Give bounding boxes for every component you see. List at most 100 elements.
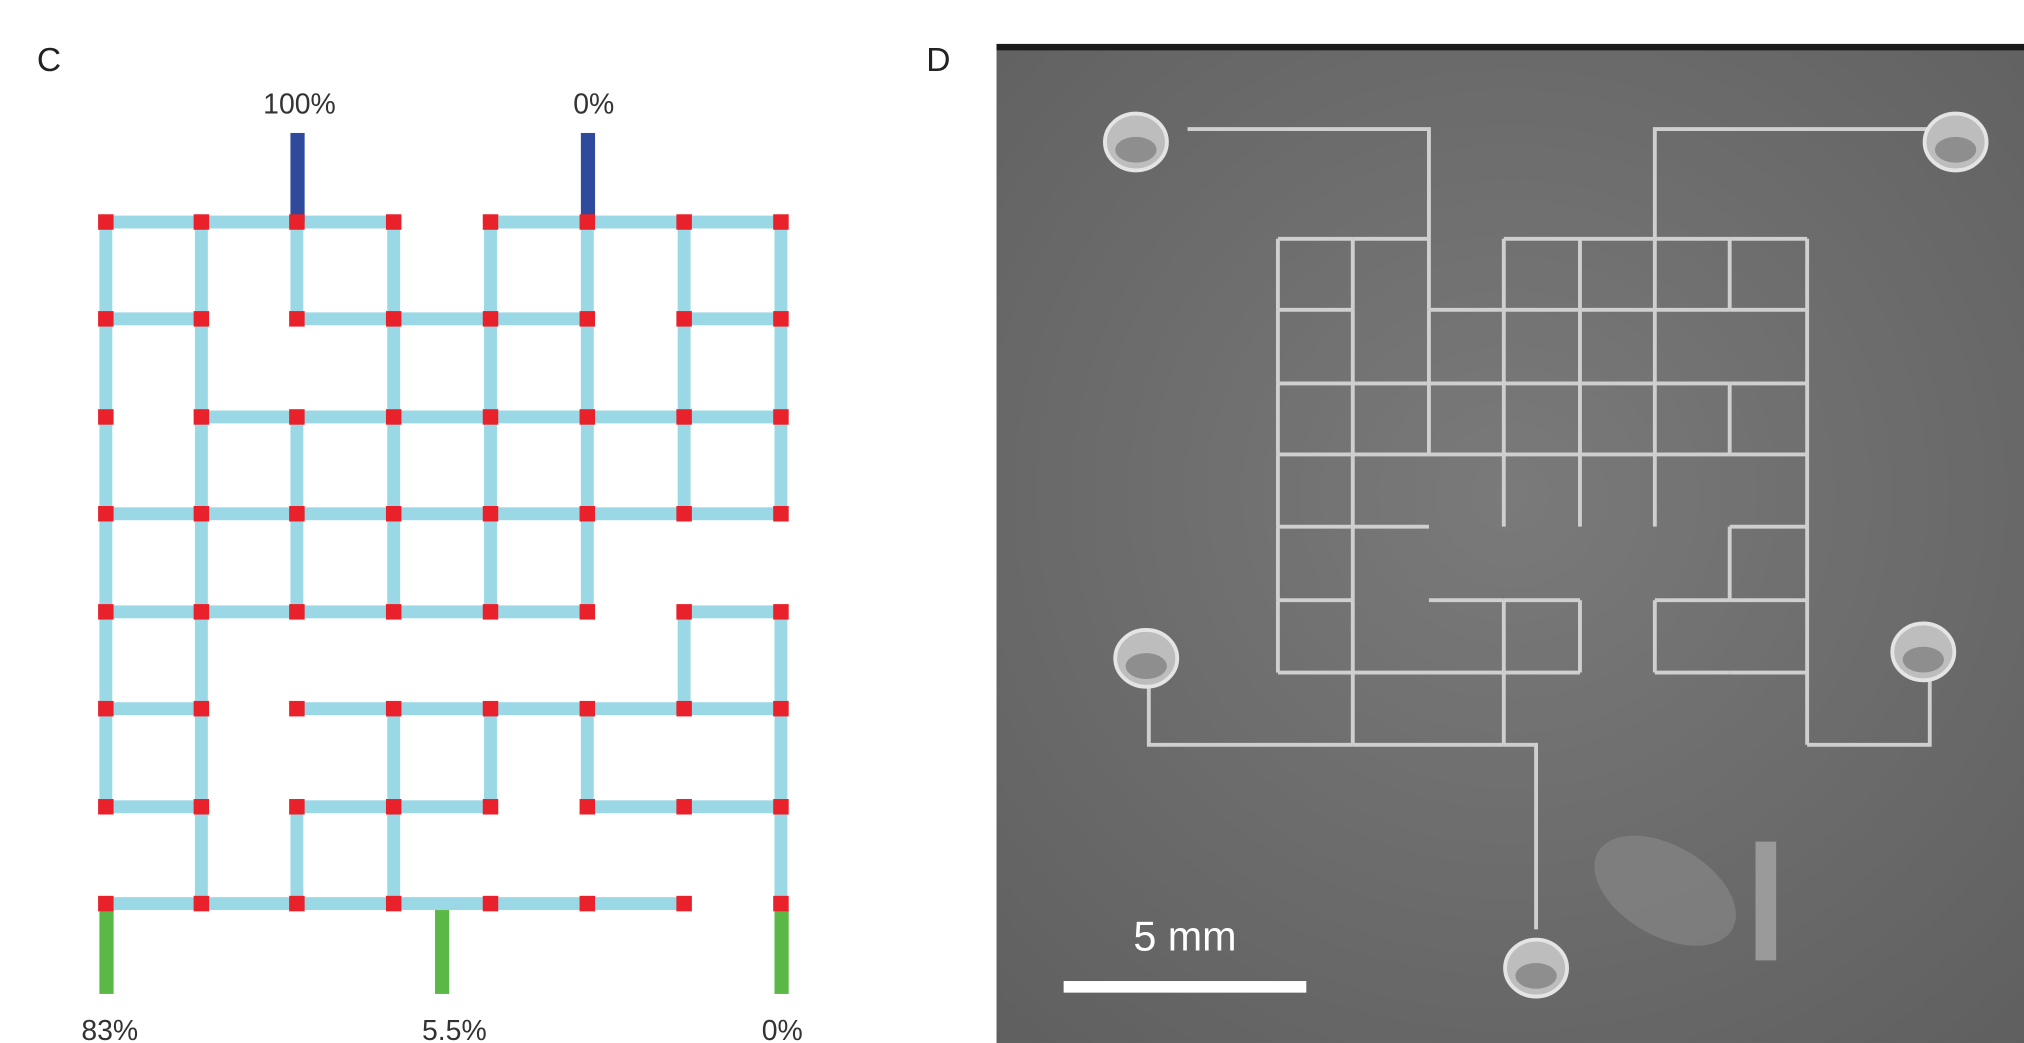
channel	[297, 507, 394, 520]
reservoir-core	[1903, 647, 1944, 673]
channel	[195, 417, 208, 514]
node	[676, 604, 691, 619]
channel	[394, 312, 491, 325]
channel	[484, 417, 497, 514]
node	[289, 311, 304, 326]
channel	[290, 417, 303, 514]
channel	[394, 897, 491, 910]
node	[289, 701, 304, 716]
channel	[394, 507, 491, 520]
scale-bar	[1064, 981, 1307, 993]
node	[773, 799, 788, 814]
channel	[394, 410, 491, 423]
channel	[387, 807, 400, 904]
channel	[491, 507, 588, 520]
channel	[201, 897, 297, 910]
channel	[491, 897, 588, 910]
channel	[394, 702, 491, 715]
channel	[99, 222, 112, 319]
node	[98, 311, 113, 326]
channel	[106, 216, 202, 229]
node	[289, 896, 304, 911]
channel	[297, 312, 394, 325]
channel	[290, 514, 303, 612]
node	[289, 214, 304, 229]
channel	[678, 417, 691, 514]
channel	[106, 312, 202, 325]
inlet	[290, 133, 304, 222]
channel	[684, 216, 781, 229]
node	[676, 409, 691, 424]
node	[194, 799, 209, 814]
node	[98, 506, 113, 521]
channel	[387, 222, 400, 319]
node	[580, 214, 595, 229]
channel	[99, 417, 112, 514]
channel	[297, 897, 394, 910]
channel	[290, 222, 303, 319]
channel	[106, 702, 202, 715]
channel	[484, 319, 497, 417]
channel	[394, 605, 491, 618]
channel	[587, 410, 684, 423]
outlet	[435, 910, 449, 994]
channel	[195, 709, 208, 807]
node	[483, 409, 498, 424]
channel	[195, 222, 208, 319]
channel	[491, 216, 588, 229]
channel	[491, 410, 588, 423]
node	[676, 896, 691, 911]
channel	[195, 612, 208, 709]
panel-d: D 5 mm	[926, 42, 2024, 1043]
node	[580, 604, 595, 619]
node	[386, 409, 401, 424]
channel	[387, 709, 400, 807]
node	[98, 896, 113, 911]
node	[289, 506, 304, 521]
node	[483, 311, 498, 326]
channel	[774, 222, 787, 319]
channel	[195, 319, 208, 417]
channel	[195, 807, 208, 904]
channel	[106, 800, 202, 813]
node	[194, 896, 209, 911]
node	[773, 409, 788, 424]
photo	[997, 46, 2024, 1043]
node	[580, 311, 595, 326]
node	[676, 311, 691, 326]
node	[194, 604, 209, 619]
reservoir-core	[1115, 137, 1156, 163]
channel	[581, 319, 594, 417]
node	[194, 701, 209, 716]
channel	[106, 605, 202, 618]
channel	[99, 709, 112, 807]
node	[386, 214, 401, 229]
channel	[195, 514, 208, 612]
node	[483, 799, 498, 814]
node	[483, 604, 498, 619]
channel	[297, 216, 394, 229]
node	[98, 799, 113, 814]
channel	[201, 410, 297, 423]
channel	[581, 222, 594, 319]
node	[194, 311, 209, 326]
channel	[201, 507, 297, 520]
channel	[99, 319, 112, 417]
node	[386, 506, 401, 521]
node	[773, 896, 788, 911]
outlet	[774, 910, 788, 994]
node	[98, 214, 113, 229]
node	[386, 604, 401, 619]
inlet-label: 100%	[263, 88, 336, 120]
node	[773, 604, 788, 619]
channel	[678, 612, 691, 709]
node	[386, 896, 401, 911]
channel	[106, 897, 202, 910]
outlet-label: 83%	[81, 1015, 138, 1043]
channel	[684, 702, 781, 715]
channel	[99, 514, 112, 612]
panel-label: C	[37, 42, 61, 79]
channel	[581, 417, 594, 514]
channel	[774, 417, 787, 514]
channel	[678, 222, 691, 319]
